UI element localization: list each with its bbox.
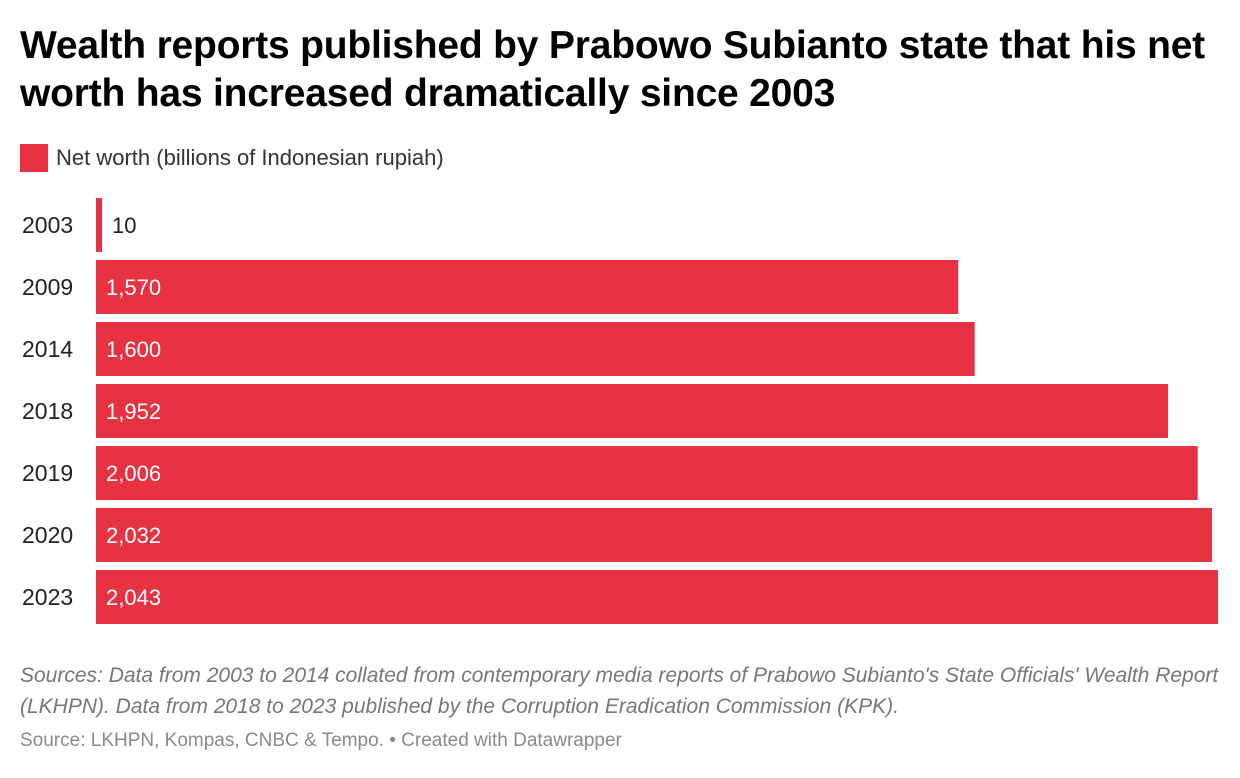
bar-2020: [96, 508, 1212, 562]
category-label-2018: 2018: [22, 398, 73, 424]
bars-layer: 2003 10 2009 1,570 2014 1,600 2018 1,952 2019 2,0…: [22, 198, 1218, 624]
bar-2023: [96, 570, 1218, 624]
category-label-2020: 2020: [22, 522, 73, 548]
value-label-2009: 1,570: [106, 275, 161, 300]
legend-label: Net worth (billions of Indonesian rupiah…: [56, 145, 444, 170]
value-label-2014: 1,600: [106, 337, 161, 362]
chart-footer: Source: LKHPN, Kompas, CNBC & Tempo. • C…: [20, 730, 622, 751]
value-label-2003: 10: [112, 213, 136, 238]
legend: Net worth (billions of Indonesian rupiah…: [20, 143, 444, 173]
bar-2014: [96, 322, 975, 376]
bar-chart: 2003 10 2009 1,570 2014 1,600 2018 1,952 2019 2,0…: [22, 198, 1218, 624]
category-label-2009: 2009: [22, 274, 73, 300]
value-label-2020: 2,032: [106, 523, 161, 548]
bar-2018: [96, 384, 1169, 438]
category-label-2003: 2003: [22, 212, 73, 238]
bar-2019: [96, 446, 1198, 500]
category-label-2019: 2019: [22, 460, 73, 486]
value-label-2023: 2,043: [106, 585, 161, 610]
legend-swatch: [20, 144, 48, 172]
chart-notes: Sources: Data from 2003 to 2014 collated…: [20, 664, 1219, 718]
category-label-2014: 2014: [22, 336, 73, 362]
bar-2003: [96, 198, 102, 252]
value-label-2019: 2,006: [106, 461, 161, 486]
category-label-2023: 2023: [22, 584, 73, 610]
value-label-2018: 1,952: [106, 399, 161, 424]
bar-2009: [96, 260, 959, 314]
chart-title: Wealth reports published by Prabowo Subi…: [20, 24, 1205, 115]
